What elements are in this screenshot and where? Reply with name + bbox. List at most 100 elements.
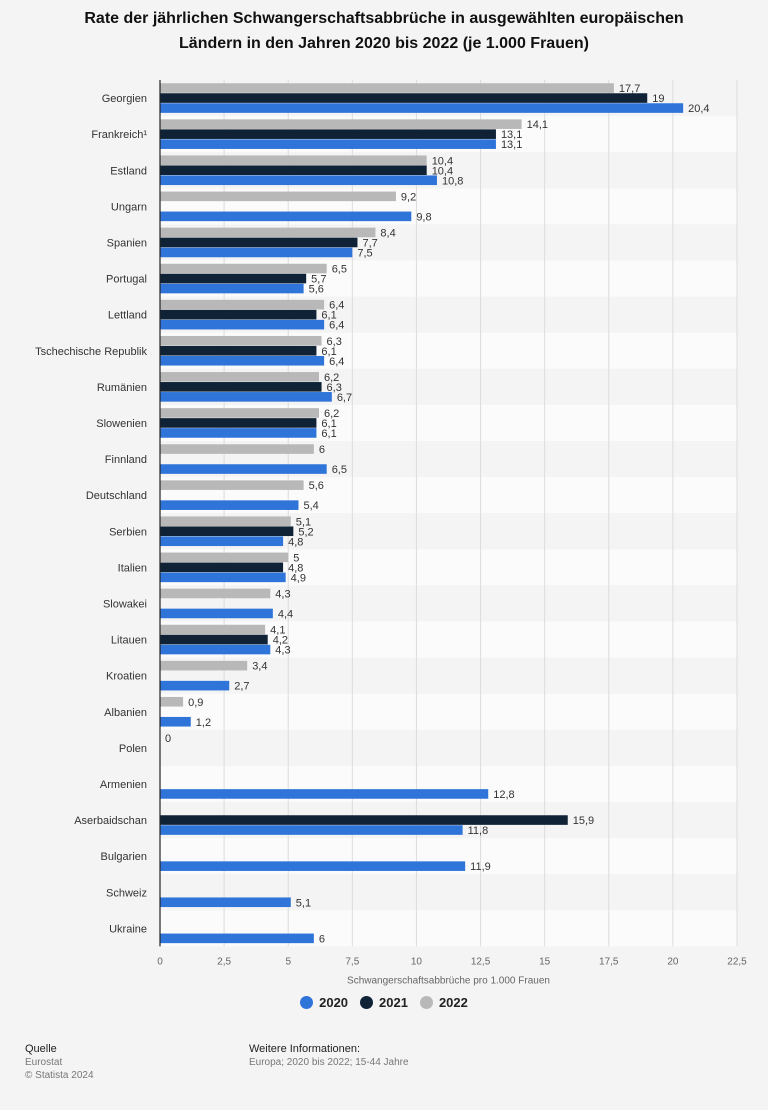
data-label-2021: 4,2	[273, 635, 288, 647]
bar-2022	[160, 372, 319, 382]
category-label: Slowakei	[103, 598, 147, 610]
info-heading[interactable]: Weitere Informationen:	[249, 1043, 361, 1055]
bar-2022	[160, 191, 396, 202]
bar-2020	[160, 355, 325, 366]
legend-item-2020[interactable]: 2020	[300, 995, 348, 1010]
data-label-2022: 17,7	[619, 83, 640, 95]
bar-2021	[160, 382, 322, 392]
bar-2020	[160, 103, 684, 113]
data-label-2021: 5,2	[298, 526, 313, 538]
data-label-2021: 19	[652, 93, 664, 105]
category-label: Ungarn	[111, 201, 147, 213]
info-line: Europa; 2020 bis 2022; 15-44 Jahre	[249, 1057, 409, 1068]
bar-2021	[160, 129, 496, 139]
bar-2021	[160, 345, 317, 356]
bar-2022	[160, 335, 322, 346]
data-label-2022: 5,6	[309, 480, 324, 492]
source-block: Quelle Eurostat © Statista 2024	[25, 1043, 94, 1082]
data-label-2021: 5,7	[311, 274, 326, 286]
bar-2022	[160, 408, 319, 418]
data-label-2020: 4,9	[291, 572, 306, 584]
bar-2022	[160, 444, 314, 454]
category-label: Schweiz	[106, 887, 147, 899]
data-label-2020: 4,8	[288, 536, 303, 548]
x-tick-label: 17,5	[599, 956, 619, 967]
data-label-2021: 15,9	[573, 815, 594, 827]
data-label-2020: 4,4	[278, 608, 293, 620]
data-label-2022: 6	[319, 444, 325, 456]
bar-2022	[160, 155, 427, 166]
data-label-2022: 6,2	[324, 408, 339, 420]
category-label: Lettland	[108, 310, 147, 322]
category-label: Spanien	[107, 237, 147, 249]
legend-item-2021[interactable]: 2021	[360, 995, 408, 1010]
bar-2021	[160, 815, 568, 825]
data-label-2020: 20,4	[688, 103, 709, 115]
source-name[interactable]: Eurostat	[25, 1057, 63, 1068]
x-tick-label: 5	[285, 956, 291, 967]
bar-2022	[160, 263, 327, 274]
bar-2021	[160, 526, 294, 537]
x-axis-title: Schwangerschaftsabbrüche pro 1.000 Fraue…	[347, 975, 550, 986]
legend-label-2020: 2020	[319, 995, 349, 1010]
row-band	[160, 729, 737, 766]
legend-label-2021: 2021	[379, 995, 408, 1010]
bar-2020	[160, 139, 496, 149]
category-label: Georgien	[102, 93, 147, 105]
category-label: Armenien	[100, 779, 147, 791]
bar-chart: 0 2,5 5 7,5 10 12,5 15 17,5 20 22,5 Schwangerschaf…	[35, 80, 747, 986]
category-label: Bulgarien	[101, 851, 147, 863]
bar-2020	[160, 175, 437, 186]
category-label: Estland	[110, 165, 147, 177]
data-label-2021: 4,8	[288, 562, 303, 574]
data-label-2020: 11,8	[468, 825, 489, 837]
data-label-2020: 1,2	[196, 717, 211, 729]
category-label: Finnland	[105, 454, 147, 466]
bar-2020	[160, 680, 230, 691]
data-label-2021: 6,1	[321, 346, 336, 358]
data-label-2022: 10,4	[432, 155, 453, 167]
bar-2022	[160, 696, 184, 707]
bar-2020	[160, 428, 317, 438]
data-label-2020: 6	[319, 933, 325, 945]
bar-2022	[160, 227, 376, 238]
bar-2020	[160, 392, 332, 402]
category-label: Portugal	[106, 274, 147, 286]
bar-2020	[160, 933, 314, 944]
bar-2020	[160, 716, 191, 727]
category-label: Italien	[118, 562, 147, 574]
bar-2020	[160, 644, 271, 655]
bar-2020	[160, 247, 353, 258]
data-label-2022: 6,2	[324, 372, 339, 384]
legend-item-2022[interactable]: 2022	[419, 995, 468, 1010]
data-label-2022: 9,2	[401, 191, 416, 203]
category-label: Polen	[119, 743, 147, 755]
copyright[interactable]: © Statista 2024	[25, 1070, 94, 1081]
bar-2020	[160, 211, 412, 222]
data-label-2020: 11,9	[470, 861, 491, 873]
bar-2021	[160, 634, 268, 645]
data-label-2022: 6,3	[327, 336, 342, 348]
row-band	[160, 657, 737, 694]
x-tick-label: 2,5	[217, 956, 231, 967]
x-tick-label: 20	[667, 956, 679, 967]
bar-2020	[160, 825, 463, 835]
bar-2020	[160, 897, 291, 908]
data-label-2020: 6,1	[321, 428, 336, 440]
bar-2021	[160, 309, 317, 320]
bar-2021	[160, 273, 307, 284]
legend-marker-2020	[300, 996, 314, 1009]
data-label-2020: 10,8	[442, 175, 463, 187]
bar-2020	[160, 572, 286, 583]
category-label: Rumänien	[97, 382, 147, 394]
data-label-2020: 2,7	[234, 681, 249, 693]
data-label-2022: 14,1	[527, 119, 548, 131]
x-tick-label: 12,5	[471, 956, 491, 967]
data-label-2020: 9,8	[416, 211, 431, 223]
bar-2022	[160, 588, 271, 599]
data-label-2021: 6,1	[321, 418, 336, 430]
bar-2022	[160, 83, 614, 93]
data-label-2021: 6,3	[327, 382, 342, 394]
legend-marker-2021	[360, 996, 374, 1009]
data-label-2022: 6,5	[332, 264, 347, 276]
